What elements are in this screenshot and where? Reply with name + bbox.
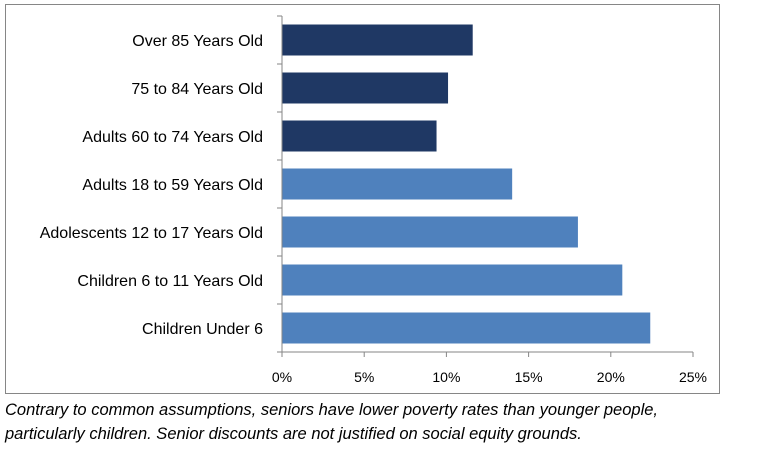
bar-adults-60-to-74-years-old — [282, 120, 437, 152]
caption-line-2: particularly children. Senior discounts … — [5, 425, 582, 443]
category-label-adults-18-to-59-years-old: Adults 18 to 59 Years Old — [82, 177, 263, 194]
x-tick-label-10pct: 10% — [432, 369, 460, 385]
poverty-rate-bar-chart: Over 85 Years Old 75 to 84 Years Old Adult… — [5, 4, 720, 394]
category-label-75-to-84-years-old: 75 to 84 Years Old — [131, 81, 263, 98]
category-label-children-6-to-11-years-old: Children 6 to 11 Years Old — [77, 273, 263, 290]
category-label-adolescents-12-to-17-years-old: Adolescents 12 to 17 Years Old — [40, 225, 263, 242]
figure-caption: Contrary to common assumptions, seniors … — [5, 398, 763, 446]
x-tick-label-20pct: 20% — [597, 369, 625, 385]
x-tick-label-15pct: 15% — [515, 369, 543, 385]
x-tick-label-5pct: 5% — [354, 369, 374, 385]
bar-children-6-to-11-years-old — [282, 264, 623, 296]
bar-adults-18-to-59-years-old — [282, 168, 513, 200]
bar-over-85-years-old — [282, 24, 473, 56]
bar-adolescents-12-to-17-years-old — [282, 216, 578, 248]
category-label-adults-60-to-74-years-old: Adults 60 to 74 Years Old — [82, 129, 263, 146]
x-tick-label-0pct: 0% — [272, 369, 292, 385]
category-label-over-85-years-old: Over 85 Years Old — [132, 33, 263, 50]
category-label-children-under-6: Children Under 6 — [142, 321, 263, 338]
x-tick-label-25pct: 25% — [679, 369, 707, 385]
bar-children-under-6 — [282, 312, 651, 344]
bar-75-to-84-years-old — [282, 72, 449, 104]
caption-line-1: Contrary to common assumptions, seniors … — [5, 401, 658, 419]
